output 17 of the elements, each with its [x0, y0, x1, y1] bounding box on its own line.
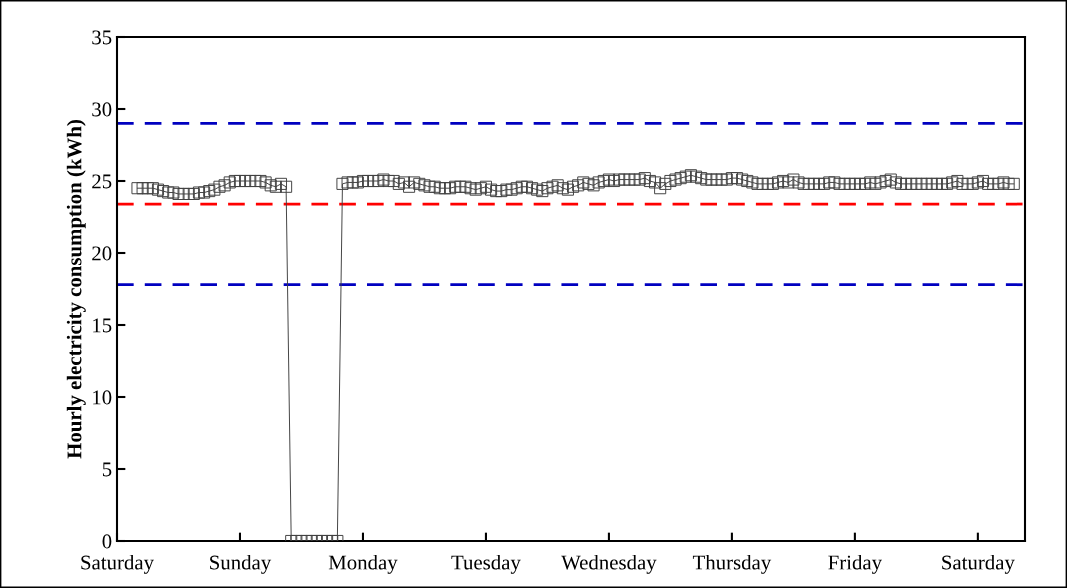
y-axis-title: Hourly electricity consumption (kWh) [66, 120, 86, 459]
x-tick-label: Sunday [210, 554, 272, 574]
y-tick-label: 15 [93, 318, 112, 333]
x-tick-label: Saturday [942, 554, 1015, 574]
y-tick-label: 0 [102, 534, 112, 549]
y-tick-label: 5 [102, 462, 112, 477]
y-tick-label: 35 [92, 30, 112, 45]
y-tick-label: 25 [92, 174, 112, 189]
x-tick-label: Thursday [692, 554, 772, 574]
x-tick-label: Monday [328, 554, 398, 574]
y-tick-label: 10 [93, 390, 112, 405]
x-tick-label: Tuesday [451, 554, 521, 574]
y-tick-label: 30 [92, 102, 112, 117]
x-tick-label: Wednesday [561, 554, 657, 574]
x-tick-label: Saturday [81, 554, 154, 574]
y-tick-label: 20 [92, 246, 112, 261]
x-tick-label: Friday [828, 554, 882, 574]
